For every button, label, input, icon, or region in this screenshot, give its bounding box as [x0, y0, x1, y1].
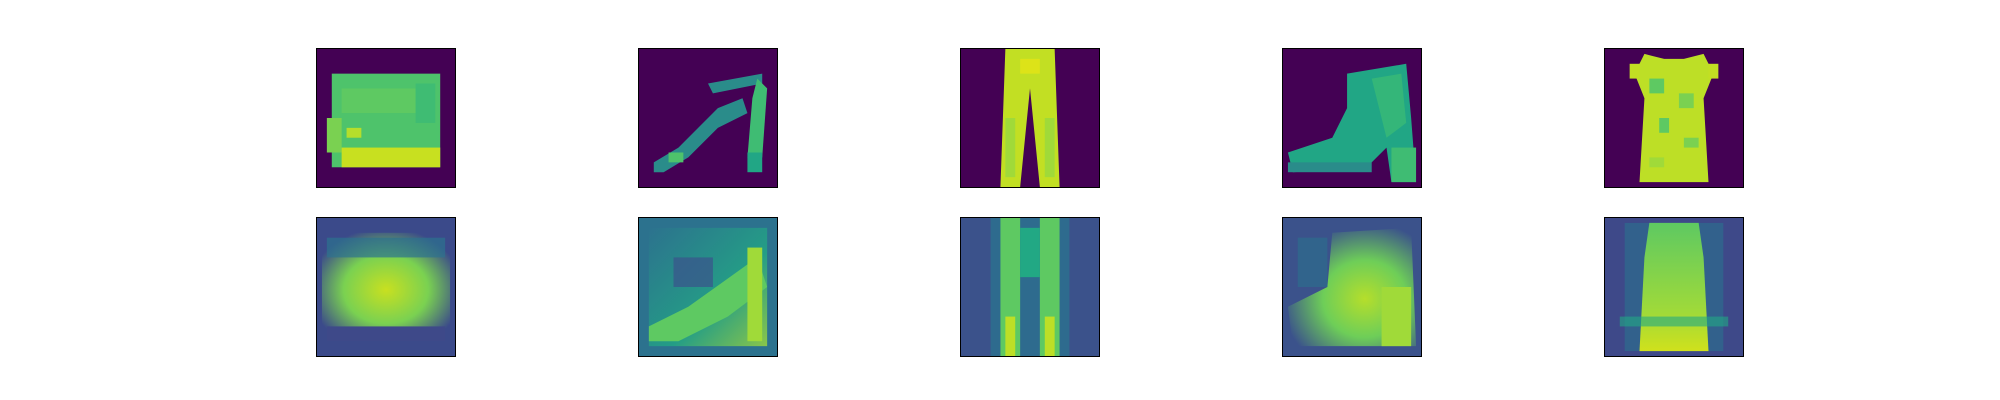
reconstructed-ankle-boot-image [1282, 217, 1422, 357]
ankle-boot-icon [1283, 218, 1421, 356]
reconstructed-dress-image [1604, 217, 1744, 357]
sandal-icon [639, 218, 777, 356]
ankle-boot-icon [1283, 49, 1421, 187]
original-trouser-image [960, 48, 1100, 188]
trouser-icon [961, 218, 1099, 356]
sandal-icon [639, 49, 777, 187]
dress-icon [1605, 49, 1743, 187]
reconstructed-bag-image [316, 217, 456, 357]
original-sandal-image [638, 48, 778, 188]
original-ankle-boot-image [1282, 48, 1422, 188]
bag-icon [317, 218, 455, 356]
reconstructed-sandal-image [638, 217, 778, 357]
trouser-icon [961, 49, 1099, 187]
bag-icon [317, 49, 455, 187]
original-dress-image [1604, 48, 1744, 188]
dress-icon [1605, 218, 1743, 356]
original-bag-image [316, 48, 456, 188]
reconstructed-trouser-image [960, 217, 1100, 357]
